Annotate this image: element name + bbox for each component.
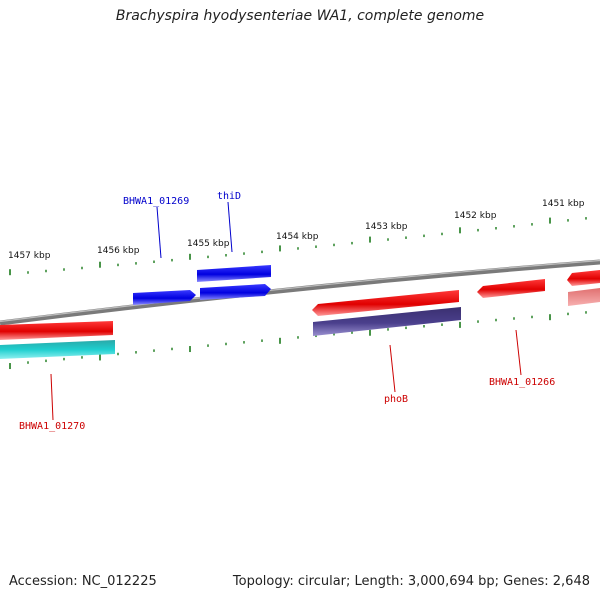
outer-ruler (9, 217, 587, 276)
ruler-label-1451: 1451 kbp (542, 199, 585, 209)
leader-thid (227, 201, 233, 253)
inner-ruler (9, 311, 587, 370)
map-title: Brachyspira hyodysenteriae WA1, complete… (115, 8, 485, 24)
ruler-label-1454: 1454 kbp (276, 232, 319, 242)
leader-phob (389, 344, 396, 393)
ruler-label-1453: 1453 kbp (365, 222, 408, 232)
cds-phob-purple[interactable] (313, 307, 461, 336)
accession-text: Accession: NC_012225 (9, 574, 157, 589)
gene-bhwa1-01270-red[interactable] (0, 321, 113, 340)
gene-edge-red[interactable] (567, 270, 600, 286)
label-thid[interactable]: thiD (217, 191, 241, 202)
gene-phob-red[interactable] (312, 290, 459, 316)
genome-summary-text: Topology: circular; Length: 3,000,694 bp… (232, 574, 590, 589)
label-bhwa1-01270[interactable]: BHWA1_01270 (19, 421, 85, 432)
label-bhwa1-01269[interactable]: BHWA1_01269 (123, 196, 189, 207)
label-bhwa1-01266[interactable]: BHWA1_01266 (489, 377, 555, 388)
ruler-label-1455: 1455 kbp (187, 239, 230, 249)
leader-bhwa1-01269 (156, 206, 162, 259)
leader-bhwa1-01266 (515, 329, 522, 376)
gene-bhwa1-01266-red[interactable] (477, 279, 545, 298)
gene-thid-top[interactable] (197, 265, 271, 282)
ruler-label-1456: 1456 kbp (97, 246, 140, 256)
genome-backbone (0, 259, 600, 326)
ruler-label-1457: 1457 kbp (8, 251, 51, 261)
leader-bhwa1-01270 (50, 373, 54, 421)
gene-thid-bottom[interactable] (200, 284, 271, 300)
cds-edge-faded[interactable] (568, 288, 600, 306)
label-phob[interactable]: phoB (384, 394, 408, 405)
cds-bhwa1-01270-teal[interactable] (0, 340, 115, 359)
gene-bhwa1-01269[interactable] (133, 290, 196, 305)
ruler-label-1452: 1452 kbp (454, 211, 497, 221)
ruler-labels: 1457 kbp 1456 kbp 1455 kbp 1454 kbp 1453… (8, 199, 585, 261)
